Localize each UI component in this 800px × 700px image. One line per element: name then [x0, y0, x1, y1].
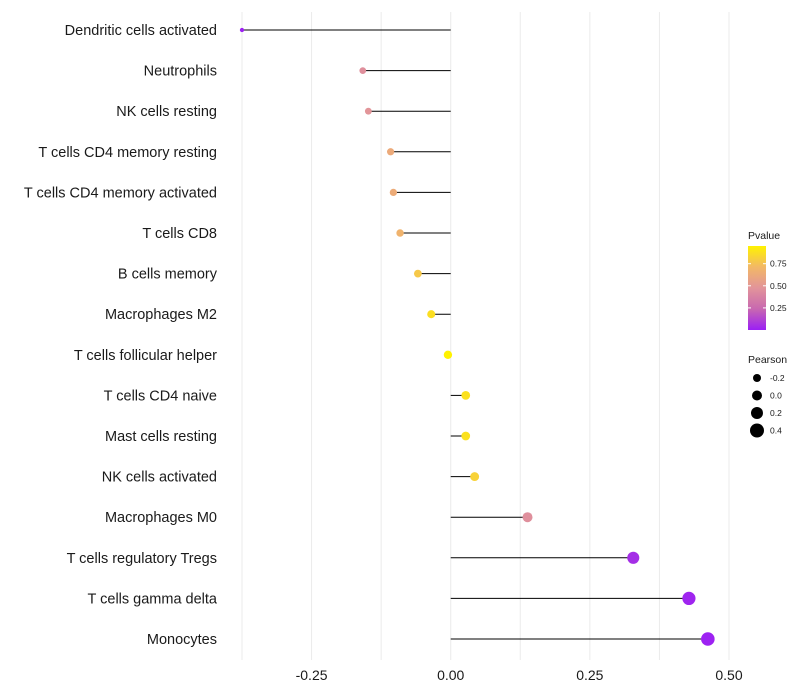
lollipop-point — [359, 67, 367, 74]
pearson-legend-point — [752, 390, 762, 401]
lollipop-point — [396, 229, 404, 237]
grid-lines — [241, 12, 730, 660]
pvalue-legend-title: Pvalue — [748, 230, 780, 242]
lollipop-stems — [242, 29, 708, 640]
category-label: T cells CD4 memory resting — [38, 145, 217, 161]
x-tick-label: 0.25 — [576, 667, 603, 683]
lollipop-point — [364, 107, 372, 115]
category-label: B cells memory — [118, 267, 218, 283]
category-label: Mast cells resting — [105, 429, 217, 445]
category-label: NK cells resting — [116, 104, 217, 120]
pearson-legend-label: -0.2 — [770, 373, 785, 383]
pearson-legend-point — [751, 407, 763, 419]
category-label: T cells CD4 memory activated — [24, 185, 217, 201]
lollipop-point — [701, 632, 715, 646]
x-axis-tick-labels: -0.25 0.00 0.25 0.50 — [296, 667, 743, 683]
pearson-legend-point — [753, 374, 761, 382]
category-label: T cells CD4 naive — [104, 388, 217, 404]
lollipop-point — [461, 431, 471, 441]
category-labels: Dendritic cells activated Neutrophils NK c… — [24, 23, 218, 648]
pvalue-legend-label: 0.25 — [770, 303, 787, 313]
category-label: Macrophages M0 — [105, 510, 217, 526]
pearson-legend-title: Pearson — [748, 354, 787, 366]
category-label: Neutrophils — [144, 64, 217, 80]
category-label: T cells regulatory Tregs — [67, 551, 217, 567]
pvalue-legend-label: 0.50 — [770, 281, 787, 291]
pearson-legend-label: 0.0 — [770, 391, 782, 401]
category-label: NK cells activated — [102, 470, 217, 486]
category-label: T cells gamma delta — [88, 591, 218, 607]
pvalue-legend: Pvalue 0.25 0.50 0.75 — [748, 230, 787, 330]
lollipop-point — [627, 551, 640, 564]
lollipop-point — [239, 27, 245, 33]
x-tick-label: 0.50 — [715, 667, 742, 683]
lollipop-point — [682, 591, 696, 606]
pvalue-legend-label: 0.75 — [770, 259, 787, 269]
pearson-legend-point — [750, 423, 764, 438]
lollipop-point — [427, 310, 436, 319]
lollipop-point — [522, 512, 533, 523]
lollipop-point — [389, 188, 398, 197]
lollipop-points — [239, 27, 715, 646]
lollipop-point — [386, 148, 395, 156]
x-tick-label: -0.25 — [296, 667, 328, 683]
category-label: T cells CD8 — [142, 226, 217, 242]
pearson-legend: Pearson -0.2 0.0 0.2 0.4 — [748, 354, 787, 438]
pearson-legend-label: 0.2 — [770, 408, 782, 418]
pvalue-colorbar — [748, 246, 766, 330]
x-tick-label: 0.00 — [437, 667, 464, 683]
category-label: Monocytes — [147, 632, 217, 648]
lollipop-point — [443, 350, 453, 359]
category-label: Dendritic cells activated — [65, 23, 217, 39]
category-label: T cells follicular helper — [74, 348, 217, 364]
lollipop-point — [413, 269, 422, 278]
pearson-legend-label: 0.4 — [770, 426, 782, 436]
lollipop-point — [470, 472, 480, 482]
lollipop-point — [461, 391, 471, 400]
category-label: Macrophages M2 — [105, 307, 217, 323]
